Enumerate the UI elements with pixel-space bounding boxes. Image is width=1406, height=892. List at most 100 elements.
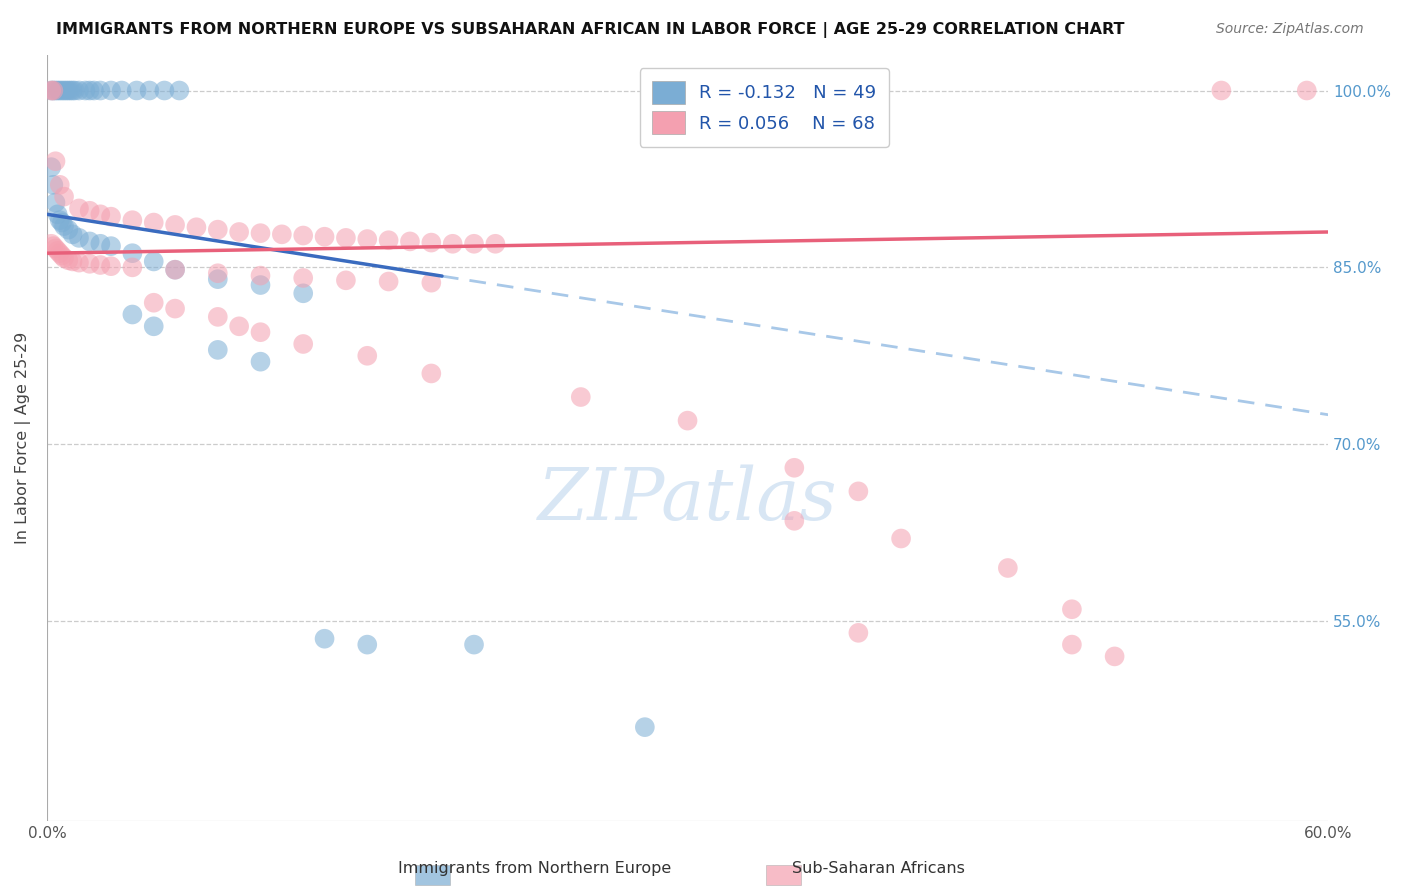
Point bbox=[165, 301, 187, 316]
Point bbox=[441, 236, 464, 251]
Point bbox=[848, 625, 870, 640]
Point bbox=[1295, 83, 1317, 97]
Point bbox=[676, 414, 699, 428]
Point bbox=[67, 255, 90, 269]
Point bbox=[79, 203, 101, 218]
Point bbox=[58, 222, 80, 236]
Point bbox=[314, 632, 336, 646]
Point bbox=[46, 207, 69, 221]
Point bbox=[207, 266, 229, 280]
Point bbox=[63, 83, 86, 97]
Point bbox=[111, 83, 134, 97]
Point bbox=[207, 343, 229, 357]
Text: Source: ZipAtlas.com: Source: ZipAtlas.com bbox=[1216, 22, 1364, 37]
Point bbox=[377, 275, 399, 289]
Point bbox=[420, 235, 443, 250]
Text: ZIPatlas: ZIPatlas bbox=[537, 465, 838, 535]
Point bbox=[249, 226, 271, 240]
Point bbox=[46, 244, 69, 258]
Point bbox=[1060, 638, 1083, 652]
Point bbox=[634, 720, 657, 734]
Point bbox=[125, 83, 148, 97]
Point bbox=[49, 246, 72, 260]
Point bbox=[49, 178, 72, 192]
Point bbox=[420, 367, 443, 381]
Point bbox=[39, 236, 62, 251]
Text: Sub-Saharan Africans: Sub-Saharan Africans bbox=[793, 861, 965, 876]
Point bbox=[51, 249, 73, 263]
Point bbox=[292, 286, 315, 301]
Point bbox=[1104, 649, 1126, 664]
Point bbox=[292, 228, 315, 243]
Point bbox=[783, 460, 806, 475]
Point bbox=[153, 83, 176, 97]
Point bbox=[249, 268, 271, 283]
Point bbox=[207, 310, 229, 324]
Point bbox=[42, 239, 65, 253]
Point bbox=[51, 83, 73, 97]
Point bbox=[292, 271, 315, 285]
Point bbox=[79, 235, 101, 249]
Point bbox=[377, 233, 399, 247]
Point bbox=[89, 207, 111, 221]
Point bbox=[62, 227, 84, 242]
Point bbox=[42, 83, 65, 97]
Point bbox=[228, 225, 250, 239]
Point bbox=[44, 242, 66, 256]
Point bbox=[207, 222, 229, 236]
Point bbox=[848, 484, 870, 499]
Point bbox=[44, 83, 66, 97]
Point bbox=[335, 231, 357, 245]
Text: IMMIGRANTS FROM NORTHERN EUROPE VS SUBSAHARAN AFRICAN IN LABOR FORCE | AGE 25-29: IMMIGRANTS FROM NORTHERN EUROPE VS SUBSA… bbox=[56, 22, 1125, 38]
Point bbox=[67, 202, 90, 216]
Point bbox=[228, 319, 250, 334]
Point bbox=[46, 83, 69, 97]
Point bbox=[270, 227, 292, 242]
Point bbox=[356, 349, 378, 363]
Point bbox=[67, 231, 90, 245]
Point bbox=[100, 239, 122, 253]
Point bbox=[142, 254, 165, 268]
Point bbox=[55, 83, 77, 97]
Point bbox=[463, 638, 485, 652]
Point bbox=[44, 154, 66, 169]
Point bbox=[62, 83, 84, 97]
Point bbox=[569, 390, 592, 404]
Point bbox=[44, 195, 66, 210]
Y-axis label: In Labor Force | Age 25-29: In Labor Force | Age 25-29 bbox=[15, 332, 31, 544]
Point bbox=[186, 220, 208, 235]
Point bbox=[463, 236, 485, 251]
Point bbox=[484, 236, 506, 251]
Point bbox=[356, 232, 378, 246]
Point bbox=[356, 638, 378, 652]
Point bbox=[100, 210, 122, 224]
Point bbox=[249, 354, 271, 368]
Point bbox=[890, 532, 912, 546]
Point bbox=[121, 213, 143, 227]
Point bbox=[67, 83, 90, 97]
Point bbox=[75, 83, 97, 97]
Point bbox=[165, 218, 187, 232]
Point bbox=[42, 83, 65, 97]
Point bbox=[997, 561, 1019, 575]
Point bbox=[142, 319, 165, 334]
Point bbox=[138, 83, 160, 97]
Point bbox=[169, 83, 191, 97]
Point bbox=[53, 83, 76, 97]
Point bbox=[62, 254, 84, 268]
Point bbox=[121, 308, 143, 322]
Point bbox=[89, 258, 111, 272]
Point bbox=[207, 272, 229, 286]
Point bbox=[53, 219, 76, 233]
Point bbox=[399, 235, 422, 249]
Point bbox=[58, 83, 80, 97]
Point bbox=[49, 83, 72, 97]
Point bbox=[335, 273, 357, 287]
Point bbox=[39, 160, 62, 174]
Point bbox=[58, 253, 80, 268]
Point bbox=[42, 178, 65, 192]
Point bbox=[53, 251, 76, 265]
Point bbox=[59, 83, 82, 97]
Point bbox=[142, 215, 165, 229]
Point bbox=[89, 83, 111, 97]
